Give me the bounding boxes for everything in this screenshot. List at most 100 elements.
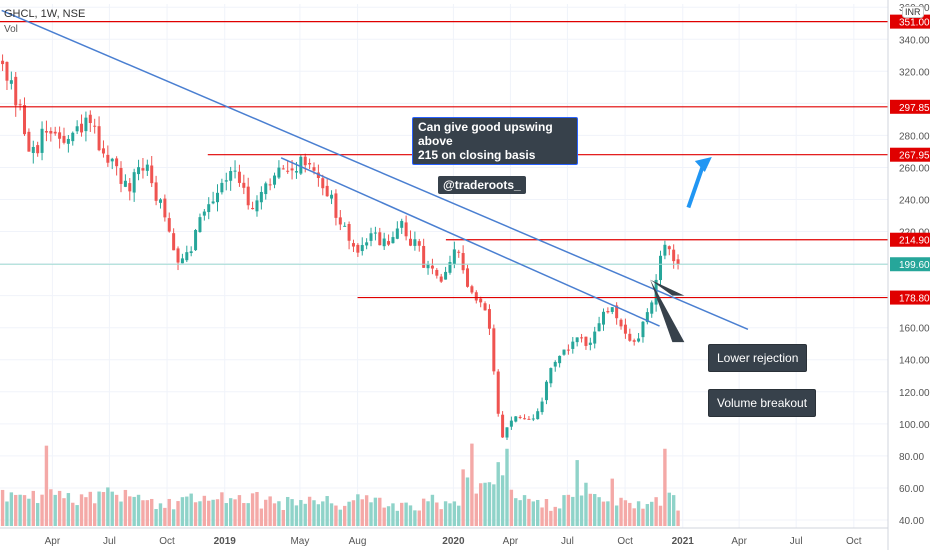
- volume-bar: [211, 499, 215, 526]
- volume-bar: [321, 501, 325, 526]
- candle-body: [334, 193, 338, 218]
- volume-bar: [255, 492, 259, 526]
- volume-bar: [285, 496, 290, 526]
- level-tag: [890, 232, 930, 247]
- candle-body: [540, 401, 544, 413]
- candle-body: [426, 264, 430, 269]
- trendline: [1, 9, 749, 330]
- volume-bar: [452, 501, 457, 526]
- volume-bar: [207, 500, 211, 526]
- x-tick-label: Oct: [159, 536, 175, 547]
- currency-button[interactable]: INR: [902, 6, 924, 18]
- candle-body: [224, 180, 228, 182]
- candle-body: [435, 269, 439, 276]
- volume-label: Vol: [4, 24, 18, 35]
- volume-bar: [44, 445, 49, 526]
- candle-body: [610, 307, 614, 312]
- candle-body: [518, 416, 522, 418]
- volume-bar: [430, 494, 435, 526]
- candles: [1, 54, 680, 441]
- volume-bar: [18, 494, 22, 526]
- volume-bar: [632, 508, 636, 526]
- candle-body: [444, 271, 448, 280]
- candle-body: [659, 255, 663, 281]
- volume-bar: [553, 506, 557, 526]
- volume-bar: [549, 510, 553, 526]
- candle-body: [378, 232, 382, 246]
- volume-bar: [242, 503, 246, 526]
- x-tick-label: 2020: [442, 536, 465, 547]
- volume-bar: [119, 501, 123, 526]
- y-tick-label: 140.00: [899, 356, 930, 367]
- volume-bar: [676, 510, 680, 526]
- volume-bar: [593, 494, 597, 526]
- candle-body: [88, 114, 92, 124]
- candle-body: [308, 163, 312, 165]
- x-tick-label: Apr: [731, 536, 747, 547]
- level-tag: [890, 99, 930, 114]
- candle-body: [544, 381, 548, 401]
- last-price-label: 199.60: [899, 260, 930, 271]
- upswing-note: Can give good upswing above 215 on closi…: [412, 117, 578, 165]
- volume-bar: [158, 503, 163, 526]
- volume-bar: [461, 469, 465, 526]
- volume-bar: [628, 502, 632, 526]
- volume-bar: [268, 496, 272, 526]
- volume-bar: [364, 495, 369, 526]
- trendline: [280, 157, 660, 327]
- candle-body: [202, 211, 206, 216]
- candle-body: [273, 175, 277, 185]
- candle-body: [430, 265, 434, 269]
- candle-body: [360, 245, 364, 252]
- candle-body: [176, 248, 180, 263]
- x-tick-label: Jul: [561, 536, 574, 547]
- volume-bar: [623, 500, 628, 526]
- volume-bar: [299, 500, 303, 526]
- last-price-tag: [890, 257, 930, 272]
- candle-body: [198, 217, 202, 233]
- volume-bar: [343, 505, 347, 526]
- candle-body: [645, 312, 649, 323]
- candle-body: [14, 76, 18, 106]
- volume-bar: [584, 482, 588, 526]
- candle-body: [294, 171, 298, 173]
- candle-body: [395, 228, 399, 239]
- candle-body: [382, 238, 386, 247]
- price-axis: 40.00 60.00 80.00 100.00 120.00 140.00 160.00 1…: [887, 0, 930, 550]
- volume-bar: [281, 509, 285, 526]
- candle-body: [80, 123, 84, 133]
- candle-body: [189, 251, 193, 254]
- candle-body: [531, 418, 535, 420]
- volume-bar: [57, 490, 62, 526]
- candle-body: [575, 337, 579, 343]
- volume-bar: [496, 462, 500, 526]
- candle-body: [558, 355, 562, 364]
- annotation-arrows: [650, 157, 712, 343]
- candle-body: [325, 185, 329, 197]
- candle-body: [216, 192, 220, 203]
- volume-bar: [277, 501, 281, 526]
- volume-bar: [53, 494, 57, 526]
- candle-body: [439, 276, 443, 282]
- volume-bar: [413, 510, 417, 526]
- volume-bar: [71, 502, 75, 526]
- upside-arrow-head: [694, 157, 712, 173]
- candle-body: [18, 104, 22, 106]
- volume-bar: [500, 475, 505, 526]
- volume-bar: [658, 505, 663, 526]
- candle-body: [672, 249, 676, 262]
- candle-body: [509, 420, 513, 427]
- candle-body: [233, 170, 237, 172]
- volume-bar: [246, 503, 250, 526]
- volume-bar: [347, 501, 351, 526]
- candle-body: [180, 258, 184, 264]
- trendlines: [1, 9, 749, 330]
- volume-bar: [439, 509, 443, 526]
- candle-body: [246, 186, 250, 206]
- candle-body: [553, 361, 557, 367]
- candle-body: [207, 204, 211, 213]
- candle-body: [330, 194, 334, 199]
- candle-body: [23, 105, 27, 135]
- volume-bar: [386, 506, 391, 526]
